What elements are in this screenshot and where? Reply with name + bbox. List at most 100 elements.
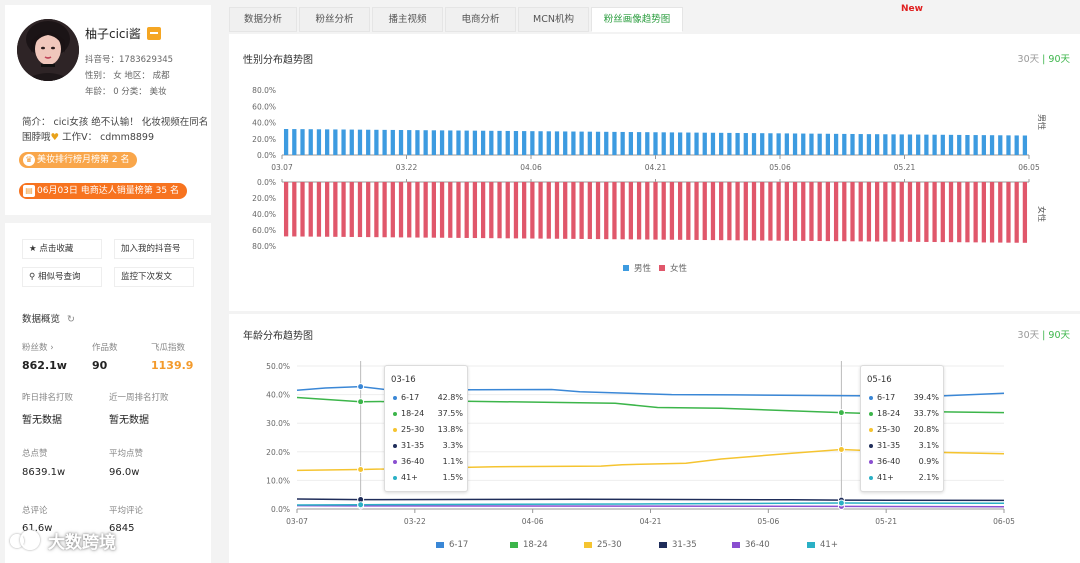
x-tick-label: 03.07 (271, 163, 293, 172)
new-badge: New (901, 4, 923, 14)
age-range-90-button[interactable]: 90天 (1048, 330, 1070, 341)
legend-age-41-plus[interactable]: 41+ (807, 540, 838, 550)
female-bar (300, 182, 305, 237)
gender-chart: 80.0% 60.0% 40.0% 20.0% 0.0% 0.0% 20.0% 40.0% 60… (252, 86, 1047, 251)
add-to-my-button[interactable]: 加入我的抖音号 (114, 239, 194, 259)
male-bar (702, 132, 707, 155)
female-bar (636, 182, 642, 240)
total-likes-label: 总点赞 (22, 449, 48, 459)
legend-age-6-17[interactable]: 6-17 (436, 540, 468, 550)
rank-badge-ecommerce[interactable]: ▤ 06月03日 电商达人销量榜第 35 名 (19, 183, 187, 199)
tab-videos[interactable]: 播主视频 (372, 7, 443, 32)
male-bar (850, 133, 855, 155)
male-bar (653, 132, 658, 155)
legend-age-36-40-text: 36-40 (745, 540, 770, 550)
legend-age-25-30[interactable]: 25-30 (584, 540, 622, 550)
female-bar (1006, 182, 1011, 243)
avg-comments-label: 平均评论 (109, 506, 144, 516)
male-bar (587, 131, 592, 155)
legend-age-18-24[interactable]: 18-24 (510, 540, 548, 550)
star-icon: ★ (29, 244, 37, 254)
avatar (17, 19, 79, 81)
add-to-my-label: 加入我的抖音号 (121, 244, 181, 254)
legend-age-25-30-text: 25-30 (597, 540, 622, 550)
tooltip-row-name: 18-24 (877, 409, 901, 418)
tab-mcn[interactable]: MCN机构 (518, 7, 589, 32)
female-bar (341, 182, 346, 237)
rank-badge-beauty[interactable]: ♛ 美妆排行榜月榜第 2 名 (19, 152, 138, 168)
male-bar (948, 134, 954, 155)
y-tick-label: 40.0% (266, 391, 290, 400)
female-y-tick: 80.0% (252, 242, 276, 251)
female-bar (497, 182, 502, 239)
male-bar (357, 129, 363, 155)
tab-data-analysis[interactable]: 数据分析 (229, 7, 297, 32)
range-90-button[interactable]: 90天 (1048, 54, 1070, 65)
female-bar (366, 182, 371, 238)
tab-fans-analysis[interactable]: 粉丝分析 (299, 7, 370, 32)
monitor-button[interactable]: 监控下次发文 (114, 267, 194, 287)
male-bar (817, 133, 822, 155)
male-bar (875, 134, 880, 155)
tooltip-row-name: 31-35 (877, 441, 901, 450)
similar-search-button[interactable]: ⚲ 相似号查询 (22, 267, 102, 287)
male-bar (907, 134, 913, 155)
age-panel-title: 年龄分布趋势图 (243, 331, 313, 342)
female-bar (719, 182, 724, 241)
verified-badge-icon (146, 27, 161, 40)
gender-region: 性别： 女 地区： 成都 (85, 71, 170, 81)
female-bar (292, 182, 297, 237)
male-bar (505, 130, 510, 155)
series-dot-icon (869, 444, 873, 448)
watermark-logo-icon (10, 529, 44, 552)
tab-fan-portrait-trend[interactable]: 粉丝画像趋势图 (591, 7, 683, 32)
monitor-label: 监控下次发文 (121, 272, 173, 282)
watermark: 大数跨境 (10, 528, 116, 553)
male-bar (448, 130, 453, 155)
tooltip-row: 31-35 3.3% (393, 440, 463, 452)
male-bar (431, 130, 436, 155)
female-bar (809, 182, 814, 241)
female-bar (801, 182, 806, 241)
tooltip-date: 03-16 (391, 375, 416, 385)
female-bar (694, 182, 699, 240)
female-bar (792, 182, 798, 241)
range-30-button[interactable]: 30天 (1017, 54, 1040, 65)
female-bar (423, 182, 428, 238)
age-range-30-button[interactable]: 30天 (1017, 330, 1040, 341)
tooltip-date: 05-16 (867, 375, 892, 385)
legend-age-36-40[interactable]: 36-40 (732, 540, 770, 550)
female-y-tick: 20.0% (252, 194, 276, 203)
female-bar (751, 182, 757, 241)
female-bar (530, 182, 535, 239)
male-bar (751, 133, 757, 155)
tooltip-row-value: 1.1% (442, 457, 463, 466)
male-bar (308, 129, 313, 155)
legend-male-swatch (623, 265, 629, 271)
female-bar (308, 182, 313, 237)
male-bar (571, 131, 576, 155)
favorite-button[interactable]: ★ 点击收藏 (22, 239, 102, 259)
series-dot-icon (393, 396, 397, 400)
female-bar (653, 182, 658, 240)
rank-badge-ecommerce-text: 06月03日 电商达人销量榜第 35 名 (37, 186, 179, 196)
tooltip-row-value: 0.9% (918, 457, 939, 466)
male-bar (916, 134, 921, 155)
male-bar (366, 129, 371, 155)
legend-female[interactable]: 女性 (659, 262, 687, 274)
female-bar (760, 182, 765, 241)
female-bar (439, 182, 445, 238)
feigua-value: 1139.9 (151, 359, 194, 372)
female-bar (448, 182, 453, 238)
female-bar (989, 182, 995, 243)
tab-ecommerce[interactable]: 电商分析 (445, 7, 516, 32)
male-y-tick: 60.0% (252, 102, 276, 111)
refresh-icon[interactable]: ↻ (67, 314, 76, 325)
male-bar (973, 135, 978, 155)
legend-age-31-35[interactable]: 31-35 (659, 540, 697, 550)
male-bar (604, 131, 609, 155)
female-bar (875, 182, 880, 242)
x-tick-label: 06-05 (993, 517, 1015, 526)
legend-male[interactable]: 男性 (623, 262, 651, 274)
